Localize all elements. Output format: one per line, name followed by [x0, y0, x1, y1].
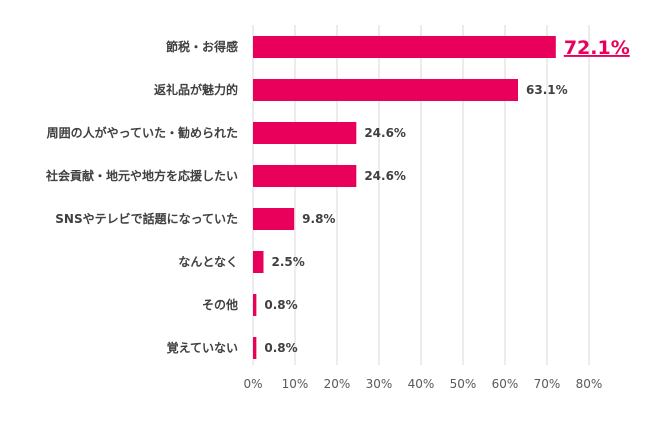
bar: [253, 79, 519, 101]
value-label: 63.1%: [526, 83, 568, 97]
x-tick-label: 60%: [492, 377, 519, 391]
bar: [253, 122, 357, 144]
x-tick-label: 50%: [450, 377, 477, 391]
bars: [253, 36, 556, 359]
x-tick-label: 20%: [324, 377, 351, 391]
category-label: 節税・お得感: [166, 39, 238, 54]
value-label: 24.6%: [364, 169, 406, 183]
bar: [253, 165, 357, 187]
bar: [253, 208, 295, 230]
bar: [253, 294, 257, 316]
value-label: 2.5%: [272, 255, 305, 269]
bar: [253, 36, 556, 58]
category-label: SNSやテレビで話題になっていた: [55, 211, 238, 226]
category-label: 返礼品が魅力的: [154, 82, 238, 97]
value-labels: 72.1% 63.1% 24.6% 24.6% 9.8% 2.5% 0.8% 0.8%: [264, 37, 629, 355]
value-label: 24.6%: [364, 126, 406, 140]
grid-lines: [252, 25, 590, 365]
x-tick-label: 70%: [534, 377, 561, 391]
bar: [253, 251, 264, 273]
bar: [253, 337, 257, 359]
category-label: その他: [202, 297, 238, 312]
x-tick-label: 0%: [243, 377, 262, 391]
x-tick-label: 80%: [576, 377, 603, 391]
category-label: 覚えていない: [167, 340, 238, 355]
x-axis-ticks: 0% 10% 20% 30% 40% 50% 60% 70% 80%: [243, 377, 602, 391]
value-label: 72.1%: [564, 37, 630, 59]
value-label: 0.8%: [264, 341, 297, 355]
x-tick-label: 40%: [408, 377, 435, 391]
category-label: なんとなく: [178, 255, 238, 269]
x-tick-label: 10%: [282, 377, 309, 391]
value-label: 9.8%: [302, 212, 335, 226]
category-labels: 節税・お得感返礼品が魅力的周囲の人がやっていた・勧められた社会貢献・地元や地方を…: [45, 39, 238, 355]
value-label: 0.8%: [264, 298, 297, 312]
category-label: 周囲の人がやっていた・勧められた: [47, 125, 238, 140]
x-tick-label: 30%: [366, 377, 393, 391]
category-label: 社会貢献・地元や地方を応援したい: [45, 168, 238, 183]
